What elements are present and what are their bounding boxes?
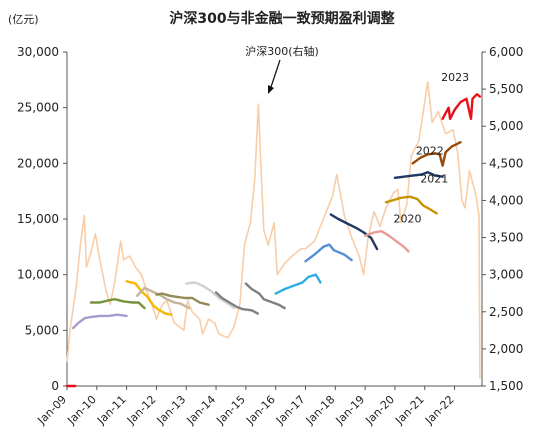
annotation-arrow-head bbox=[268, 85, 274, 94]
revision-line-5 bbox=[155, 292, 210, 306]
revision-line-9 bbox=[274, 273, 322, 295]
revision-line-3 bbox=[125, 280, 173, 316]
right-tick-label: 3,500 bbox=[489, 231, 523, 245]
revision-line-4 bbox=[135, 286, 191, 310]
year-label-2020: 2020 bbox=[393, 212, 421, 225]
right-tick-label: 3,000 bbox=[489, 268, 523, 282]
x-tick-label: Jan-14 bbox=[184, 393, 219, 428]
annotation-arrow-line bbox=[270, 59, 281, 88]
left-tick-label: 15,000 bbox=[17, 212, 59, 226]
right-tick-label: 5,500 bbox=[489, 82, 523, 96]
year-label-2022: 2022 bbox=[416, 144, 444, 157]
x-tick-label: Jan-19 bbox=[333, 393, 368, 428]
revision-line-7 bbox=[214, 291, 259, 315]
x-tick-label: Jan-11 bbox=[94, 393, 129, 428]
x-tick-label: Jan-13 bbox=[154, 393, 189, 428]
left-tick-label: 10,000 bbox=[17, 268, 59, 282]
csi300-line bbox=[66, 80, 481, 379]
x-tick-label: Jan-17 bbox=[273, 393, 308, 428]
left-tick-label: 5,000 bbox=[25, 323, 59, 337]
revision-line-10 bbox=[304, 243, 353, 263]
year-label-2021: 2021 bbox=[420, 172, 448, 185]
x-tick-label: Jan-12 bbox=[124, 393, 159, 428]
right-tick-label: 6,000 bbox=[489, 45, 523, 59]
revision-line-6 bbox=[185, 281, 236, 310]
chart-title: 沪深300与非金融一致预期盈利调整 bbox=[169, 10, 395, 27]
left-tick-label: 20,000 bbox=[17, 156, 59, 170]
x-tick-label: Jan-15 bbox=[213, 393, 248, 428]
plot-area: 0 5,000 10,000 15,000 20,000 25,000 30,000 1,50… bbox=[17, 45, 523, 428]
revision-line-12 bbox=[363, 229, 410, 253]
right-tick-label: 5,000 bbox=[489, 119, 523, 133]
revision-line-2 bbox=[89, 298, 146, 310]
x-tick-label: Jan-22 bbox=[422, 393, 457, 428]
x-tick-label: Jan-10 bbox=[64, 393, 99, 428]
right-tick-label: 1,500 bbox=[489, 379, 523, 393]
x-tick-label: Jan-20 bbox=[362, 393, 397, 428]
revision-line-15 bbox=[411, 140, 462, 167]
x-tick-label: Jan-16 bbox=[243, 393, 278, 428]
right-tick-label: 2,000 bbox=[489, 342, 523, 356]
revision-line-11 bbox=[329, 213, 379, 251]
x-tick-label: Jan-18 bbox=[303, 393, 338, 428]
revision-line-13 bbox=[384, 195, 438, 215]
revision-line-1 bbox=[71, 313, 128, 330]
x-tick-label: Jan-21 bbox=[392, 393, 427, 428]
left-tick-label: 30,000 bbox=[17, 45, 59, 59]
unit-label: (亿元) bbox=[8, 13, 39, 26]
right-tick-label: 2,500 bbox=[489, 305, 523, 319]
left-tick-label: 25,000 bbox=[17, 101, 59, 115]
x-tick-label: Jan-09 bbox=[35, 393, 70, 428]
annotation-label: 沪深300(右轴) bbox=[245, 44, 319, 58]
right-tick-label: 4,500 bbox=[489, 156, 523, 170]
revision-line-14 bbox=[393, 170, 444, 180]
left-tick-label: 0 bbox=[51, 379, 59, 393]
revision-line-16 bbox=[441, 93, 482, 121]
year-label-2023: 2023 bbox=[441, 71, 469, 84]
revision-line-8 bbox=[244, 282, 286, 310]
right-tick-label: 4,000 bbox=[489, 193, 523, 207]
